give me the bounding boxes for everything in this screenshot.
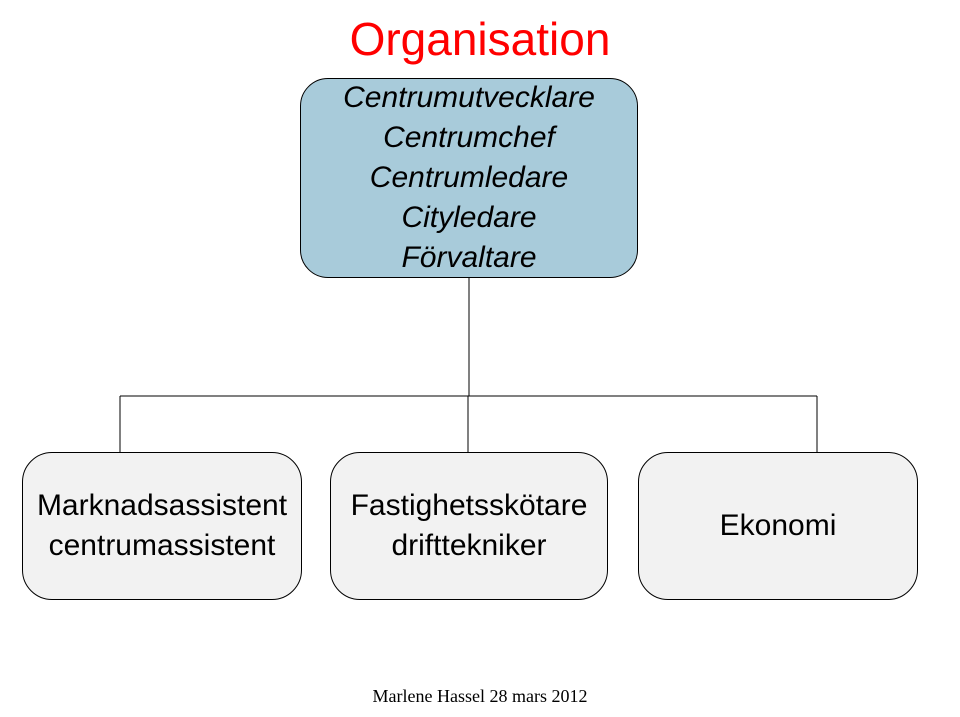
bottom-org-box: Marknadsassistent centrumassistent: [22, 452, 302, 600]
footer-text: Marlene Hassel 28 mars 2012: [373, 686, 588, 707]
bottom-org-box: Ekonomi: [638, 452, 918, 600]
bottom-box-line: centrumassistent: [49, 529, 276, 563]
top-box-line: Förvaltare: [401, 241, 536, 275]
bottom-box-line: drifttekniker: [391, 529, 546, 563]
top-box-line: Centrumchef: [383, 121, 555, 155]
bottom-org-box: Fastighetsskötare drifttekniker: [330, 452, 608, 600]
bottom-box-line: Marknadsassistent: [37, 489, 287, 523]
top-box-line: Centrumutvecklare: [343, 81, 595, 115]
bottom-box-line: Fastighetsskötare: [351, 489, 588, 523]
top-box-line: Centrumledare: [370, 161, 568, 195]
top-org-box: Centrumutvecklare Centrumchef Centrumledar…: [300, 78, 638, 278]
page-title: Organisation: [350, 12, 611, 66]
top-box-line: Cityledare: [401, 201, 536, 235]
bottom-box-line: Ekonomi: [720, 509, 837, 543]
